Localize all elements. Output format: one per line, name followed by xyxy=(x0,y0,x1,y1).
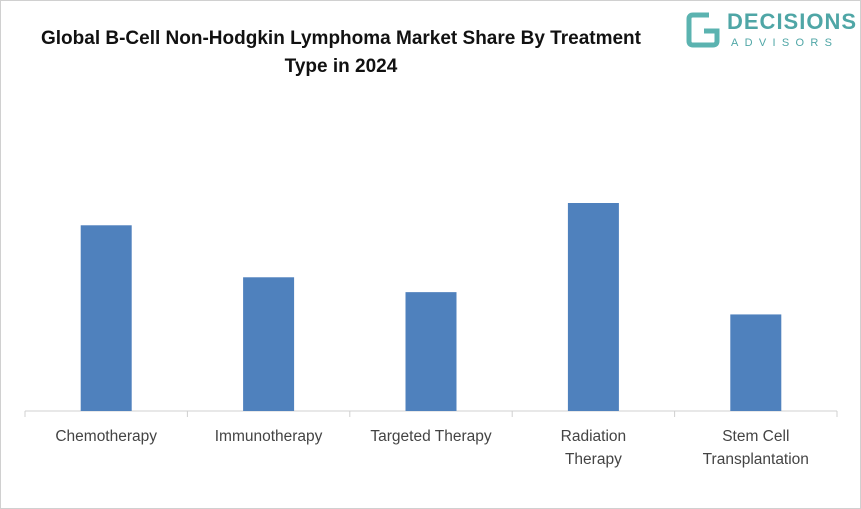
bar xyxy=(243,277,295,411)
logo-icon xyxy=(686,12,720,48)
logo-name: DECISIONS xyxy=(727,9,858,34)
x-tick-label: Immunotherapy xyxy=(214,428,323,445)
x-tick-label: Targeted Therapy xyxy=(370,428,492,445)
x-tick-label: Chemotherapy xyxy=(55,428,158,445)
bar xyxy=(80,225,132,411)
x-tick-label: Stem Cell Transplantation xyxy=(702,428,809,468)
chart-title: Global B-Cell Non-Hodgkin Lymphoma Marke… xyxy=(40,28,641,77)
bar xyxy=(405,292,457,411)
bar xyxy=(567,203,619,411)
logo-tagline: ADVISORS xyxy=(731,37,839,49)
bar xyxy=(730,314,782,411)
x-tick-label: Radiation Therapy xyxy=(560,428,627,468)
